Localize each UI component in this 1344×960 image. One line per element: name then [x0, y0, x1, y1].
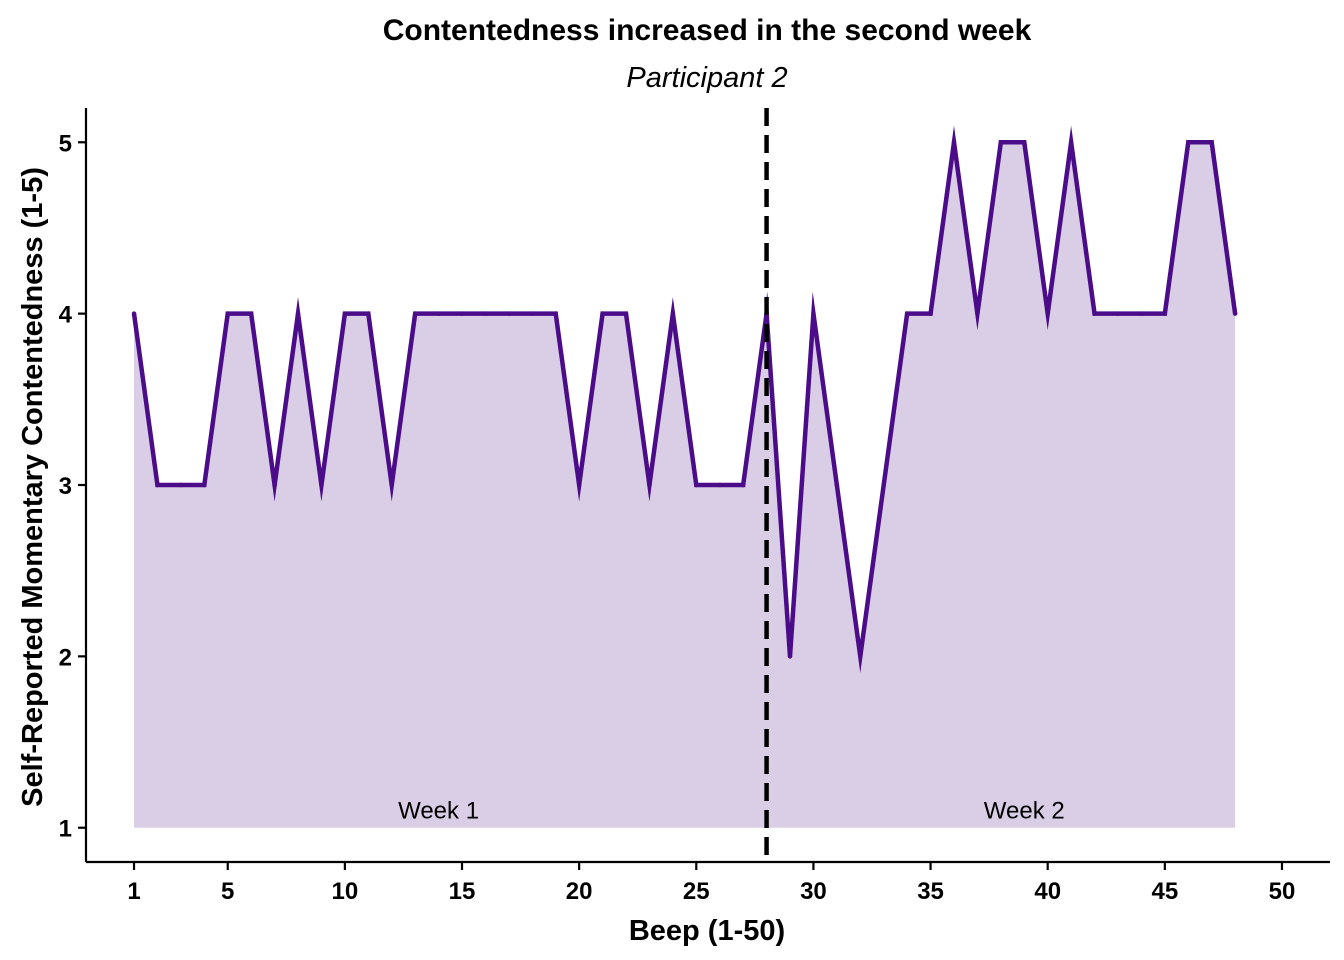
data-point: [202, 482, 207, 488]
data-point: [389, 482, 394, 488]
data-point: [295, 311, 301, 316]
data-point: [412, 311, 418, 316]
data-point: [553, 311, 558, 316]
data-point: [1232, 311, 1238, 316]
chart-subtitle: Participant 2: [626, 62, 787, 94]
data-point: [436, 311, 441, 316]
data-point: [670, 311, 676, 316]
data-point: [272, 482, 277, 488]
x-tick-label: 1: [127, 878, 140, 905]
data-point: [834, 482, 840, 488]
data-point: [1139, 311, 1144, 316]
y-tick-label: 2: [59, 644, 72, 671]
data-point: [1209, 140, 1214, 145]
data-point: [811, 311, 816, 316]
x-tick-label: 5: [221, 878, 234, 905]
x-tick-label: 40: [1034, 878, 1061, 905]
series-line: [131, 125, 1238, 673]
data-point: [530, 311, 535, 316]
data-point: [600, 311, 605, 316]
data-point: [647, 482, 652, 488]
x-axis-ticks: 1 5 10 15 20 25 30 35 40 45 50: [127, 862, 1295, 905]
data-point: [1068, 140, 1074, 145]
y-axis-ticks: 1 2 3 4 5: [59, 130, 86, 843]
data-point: [248, 311, 254, 316]
data-point: [483, 311, 488, 316]
area-fill: [134, 142, 1236, 828]
data-point: [998, 140, 1004, 145]
data-point: [951, 140, 957, 145]
x-tick-label: 50: [1269, 878, 1296, 905]
x-tick-label: 25: [683, 878, 710, 905]
plot-area: Week 1 Week 2: [131, 108, 1238, 862]
y-tick-label: 1: [59, 816, 72, 843]
data-point: [904, 311, 910, 316]
data-point: [1186, 140, 1191, 145]
data-point: [1115, 311, 1121, 316]
data-point: [342, 311, 348, 316]
annotation-week-1: Week 1: [398, 798, 479, 825]
x-tick-label: 15: [449, 878, 476, 905]
chart-title: Contentedness increased in the second we…: [383, 14, 1032, 47]
x-tick-label: 35: [917, 878, 944, 905]
data-point: [717, 482, 722, 488]
data-point: [178, 482, 184, 488]
data-point: [694, 482, 699, 488]
data-point: [858, 654, 863, 659]
data-point: [1162, 311, 1168, 316]
y-tick-label: 3: [59, 473, 72, 500]
data-point: [787, 654, 793, 659]
x-tick-label: 30: [800, 878, 827, 905]
data-point: [131, 311, 137, 316]
x-tick-label: 45: [1151, 878, 1178, 905]
data-point: [740, 482, 746, 488]
data-point: [1092, 311, 1097, 316]
data-point: [225, 311, 230, 316]
data-point: [1022, 140, 1027, 145]
y-tick-label: 4: [59, 302, 73, 329]
y-axis-title: Self-Reported Momentary Contentedness (1…: [17, 167, 49, 807]
data-point: [881, 482, 886, 488]
data-point: [319, 482, 324, 488]
data-point: [975, 311, 980, 316]
data-point: [155, 482, 160, 488]
y-tick-label: 5: [59, 130, 72, 157]
data-point: [1045, 311, 1050, 316]
data-point: [506, 311, 512, 316]
x-tick-label: 20: [566, 878, 593, 905]
data-point: [928, 311, 933, 316]
data-point: [459, 311, 465, 316]
annotation-week-2: Week 2: [984, 798, 1065, 825]
data-point: [623, 311, 629, 316]
data-point: [366, 311, 371, 316]
data-point: [576, 482, 582, 488]
x-tick-label: 10: [332, 878, 359, 905]
x-axis-title: Beep (1-50): [629, 915, 785, 947]
